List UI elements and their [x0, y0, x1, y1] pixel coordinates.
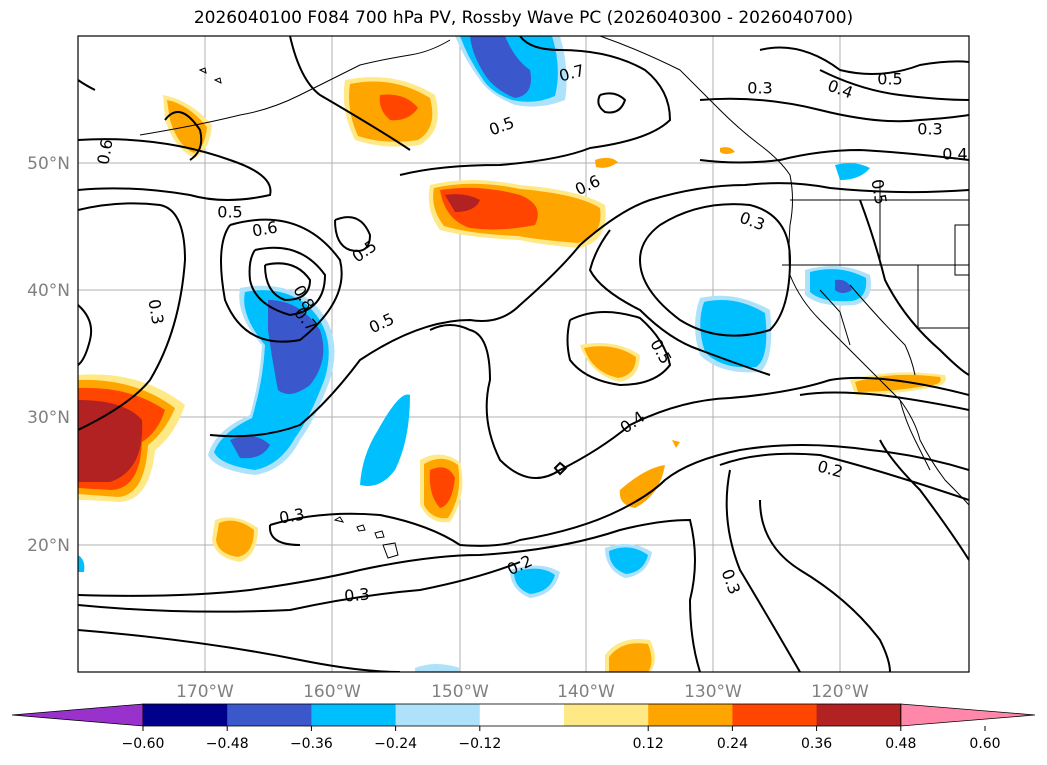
colorbar-swatch — [564, 704, 649, 726]
lon-label-120w: 120°W — [811, 682, 869, 702]
contour-label: 0.6 — [251, 217, 279, 240]
contour-label: 0.3 — [144, 298, 167, 326]
contour-label: 0.5 — [867, 178, 890, 206]
colorbar — [11, 703, 1036, 727]
lat-label-40n: 40°N — [27, 281, 70, 301]
lon-label-160w: 160°W — [303, 682, 361, 702]
lon-label-150w: 150°W — [431, 682, 489, 702]
longitude-labels: 170°W 160°W 150°W 140°W 130°W 120°W — [176, 682, 869, 702]
contour-label: 0.3 — [917, 120, 942, 139]
contour-label: 0.5 — [877, 70, 902, 89]
contour-label: 0.6 — [93, 138, 116, 166]
colorbar-tick-label: 0.48 — [885, 736, 916, 752]
plot-area — [78, 36, 969, 672]
lon-label-170w: 170°W — [176, 682, 234, 702]
colorbar-tick-label: −0.12 — [458, 736, 501, 752]
colorbar-tick-label: 0.36 — [801, 736, 832, 752]
colorbar-swatch — [143, 704, 228, 726]
map-title: 2026040100 F084 700 hPa PV, Rossby Wave … — [193, 8, 854, 28]
colorbar-swatch — [395, 704, 481, 726]
colorbar-tick-label: −0.60 — [122, 736, 165, 752]
coastlines — [139, 36, 969, 506]
colorbar-tick-label: 0.60 — [969, 736, 1000, 752]
colorbar-extend-high — [900, 703, 1036, 727]
lat-label-50n: 50°N — [27, 154, 70, 174]
colorbar-tick-label: −0.36 — [290, 736, 333, 752]
plot-frame — [77, 35, 970, 673]
hawaiian-islands — [198, 67, 399, 559]
contour-label: 0.3 — [278, 504, 306, 527]
colorbar-swatch — [648, 704, 733, 726]
contour-label: 0.3 — [343, 584, 370, 605]
lat-label-30n: 30°N — [27, 408, 70, 428]
colorbar-ticks: −0.60 −0.48 −0.36 −0.24 −0.12 0.12 0.24 0.36 0.4… — [122, 726, 1001, 752]
colorbar-tick-label: 0.24 — [717, 736, 748, 752]
lon-label-130w: 130°W — [684, 682, 742, 702]
colorbar-frame — [142, 703, 902, 727]
contour-label: 0.5 — [217, 203, 242, 222]
colorbar-swatch — [816, 704, 902, 726]
lon-label-140w: 140°W — [557, 682, 615, 702]
lat-label-20n: 20°N — [27, 536, 70, 556]
colorbar-tick-label: −0.24 — [374, 736, 417, 752]
contour-label: 0.3 — [747, 79, 772, 98]
contour-label: 0.4 — [942, 145, 967, 164]
colorbar-swatch — [227, 704, 312, 726]
colorbar-swatch — [311, 704, 397, 726]
colorbar-swatch — [479, 704, 565, 726]
colorbar-tick-label: 0.12 — [633, 736, 664, 752]
colorbar-swatch — [732, 704, 818, 726]
colorbar-tick-label: −0.48 — [206, 736, 249, 752]
colorbar-extend-low — [11, 703, 144, 727]
pv-contours — [78, 36, 969, 672]
latitude-labels: 50°N 40°N 30°N 20°N — [27, 154, 70, 556]
